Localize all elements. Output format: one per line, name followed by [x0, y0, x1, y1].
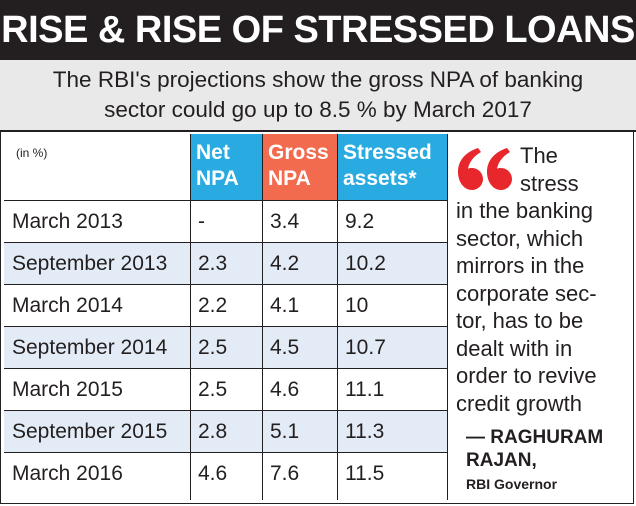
cell-gross-npa: 4.1 [270, 294, 300, 317]
cell-net-npa: 2.5 [198, 336, 228, 359]
table-row: March 2013 - 3.4 9.2 [4, 200, 448, 242]
row-period: March 2014 [12, 294, 123, 317]
subtitle-line-2: sector could go up to 8.5 % by March 201… [104, 97, 532, 122]
column-header-net-npa: Net NPA [190, 134, 262, 200]
infographic-subtitle: The RBI's projections show the gross NPA… [0, 60, 636, 132]
infographic-title: RISE & RISE OF STRESSED LOANS [0, 0, 636, 60]
author-line-2: RAJAN, [466, 450, 537, 471]
cell-net-npa: 2.8 [198, 420, 228, 443]
row-period: March 2013 [12, 210, 123, 233]
cell-stressed-assets: 10 [345, 294, 369, 317]
table-column-divider [447, 134, 448, 500]
table-row: September 2013 2.3 4.2 10.2 [4, 242, 448, 284]
column-header-line-1: Stressed [343, 141, 432, 164]
unit-label: (in %) [16, 146, 48, 160]
row-period: March 2016 [12, 462, 123, 485]
cell-net-npa: 2.2 [198, 294, 228, 317]
row-period: September 2015 [12, 420, 168, 443]
cell-net-npa: 2.5 [198, 378, 228, 401]
cell-gross-npa: 4.5 [270, 336, 300, 359]
column-header-line-1: Net [196, 141, 230, 164]
table-row: March 2016 4.6 7.6 11.5 [4, 452, 448, 494]
quote-line: credit growth [456, 390, 582, 416]
quote-line: order to revive [456, 363, 597, 388]
cell-stressed-assets: 9.2 [345, 210, 375, 233]
column-header-line-2: assets* [343, 167, 417, 190]
column-header-line-2: NPA [268, 167, 311, 190]
cell-net-npa: - [198, 210, 205, 233]
cell-gross-npa: 4.6 [270, 378, 300, 401]
quote-text: The stress in the banking sector, which mirr… [456, 142, 632, 417]
cell-stressed-assets: 10.2 [345, 252, 386, 275]
table-column-divider [190, 134, 191, 500]
quote-author: — RAGHURAM RAJAN, [466, 426, 603, 472]
column-header-gross-npa: Gross NPA [262, 134, 337, 200]
column-header-stressed-assets: Stressed assets* [337, 134, 448, 200]
table-row: September 2014 2.5 4.5 10.7 [4, 326, 448, 368]
cell-stressed-assets: 11.5 [345, 462, 385, 485]
npa-table: (in %) Net NPA Gross NPA Stressed assets* Marc… [4, 134, 448, 500]
column-header-line-1: Gross [268, 141, 329, 164]
cell-gross-npa: 5.1 [270, 420, 300, 443]
row-period: September 2014 [12, 336, 168, 359]
quote-line: corporate sec- [456, 280, 597, 306]
table-row: March 2014 2.2 4.1 10 [4, 284, 448, 326]
quote-line: in the banking [456, 198, 593, 223]
cell-gross-npa: 4.2 [270, 252, 300, 275]
row-period: September 2013 [12, 252, 168, 275]
quote-mark-icon [458, 148, 512, 190]
author-line-1: — RAGHURAM [466, 427, 604, 448]
cell-net-npa: 4.6 [198, 462, 228, 485]
quote-line: stress [520, 170, 579, 196]
quote-line: dealt with in [456, 335, 573, 361]
cell-stressed-assets: 11.3 [345, 420, 385, 443]
quote-line: The [520, 143, 558, 168]
table-row: September 2015 2.8 5.1 11.3 [4, 410, 448, 452]
table-column-divider [337, 134, 338, 500]
quote-line: tor, has to be [456, 308, 584, 333]
table-column-divider [262, 134, 263, 500]
row-period: March 2015 [12, 378, 123, 401]
column-header-line-2: NPA [196, 167, 239, 190]
cell-stressed-assets: 11.1 [345, 378, 385, 401]
quote-block: The stress in the banking sector, which mirr… [456, 142, 632, 492]
cell-gross-npa: 3.4 [270, 210, 300, 233]
table-row: March 2015 2.5 4.6 11.1 [4, 368, 448, 410]
cell-net-npa: 2.3 [198, 252, 228, 275]
quote-line: mirrors in the [456, 253, 585, 278]
cell-stressed-assets: 10.7 [345, 336, 386, 359]
quote-line: sector, which [456, 225, 584, 251]
author-role: RBI Governor [466, 476, 558, 492]
cell-gross-npa: 7.6 [270, 462, 300, 485]
subtitle-line-1: The RBI's projections show the gross NPA… [52, 67, 584, 92]
